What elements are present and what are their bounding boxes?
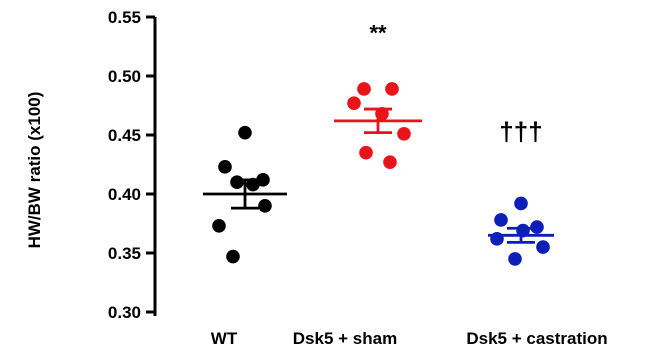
x-category-label: WT bbox=[211, 329, 238, 348]
data-point bbox=[494, 213, 508, 227]
data-point bbox=[514, 196, 528, 211]
data-point bbox=[385, 82, 399, 96]
data-point bbox=[226, 249, 240, 264]
data-point bbox=[347, 96, 361, 110]
y-tick-label: 0.45 bbox=[108, 126, 141, 145]
data-point bbox=[212, 219, 226, 233]
significance-annotation: ** bbox=[369, 20, 387, 45]
y-tick-label: 0.35 bbox=[108, 244, 141, 263]
x-category-label: Dsk5 + castration bbox=[466, 329, 607, 348]
data-point bbox=[357, 82, 371, 96]
x-category-label: Dsk5 + sham bbox=[293, 329, 397, 348]
y-tick-label: 0.55 bbox=[108, 8, 141, 27]
data-point bbox=[230, 175, 244, 189]
data-point bbox=[258, 199, 272, 213]
data-point bbox=[218, 160, 232, 174]
data-point bbox=[359, 145, 373, 160]
data-point bbox=[238, 125, 252, 140]
y-tick-label: 0.30 bbox=[108, 303, 141, 322]
significance-annotation: ††† bbox=[499, 117, 542, 147]
series-group bbox=[203, 125, 287, 264]
data-point bbox=[397, 127, 411, 141]
series-group bbox=[334, 82, 422, 169]
data-marks: ** ††† bbox=[203, 20, 554, 266]
series-group bbox=[488, 196, 554, 266]
y-axis-label: HW/BW ratio (x100) bbox=[25, 92, 44, 249]
data-point bbox=[508, 252, 522, 266]
category-labels: WT Dsk5 + sham Dsk5 + castration bbox=[211, 329, 608, 348]
y-tick-label: 0.40 bbox=[108, 185, 141, 204]
y-tick-label: 0.50 bbox=[108, 67, 141, 86]
data-point bbox=[536, 240, 550, 254]
data-point bbox=[383, 155, 397, 169]
axes: 0.30 0.35 0.40 0.45 0.50 0.55 bbox=[108, 8, 157, 322]
data-point bbox=[530, 220, 544, 234]
